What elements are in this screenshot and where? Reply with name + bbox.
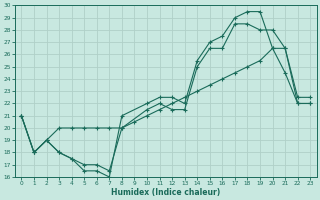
X-axis label: Humidex (Indice chaleur): Humidex (Indice chaleur) [111,188,220,197]
